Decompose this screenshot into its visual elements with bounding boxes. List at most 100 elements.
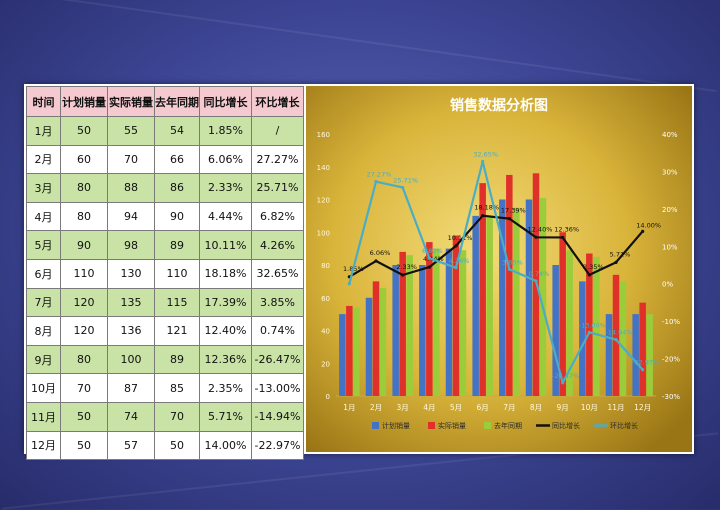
legend-swatch xyxy=(428,422,435,429)
table-cell: 130 xyxy=(107,258,155,289)
right-axis-tick-label: -20% xyxy=(662,356,680,364)
table-cell: 90 xyxy=(154,201,200,232)
legend-label: 去年同期 xyxy=(494,421,522,430)
table-cell: 3月 xyxy=(26,173,61,203)
table-cell: 70 xyxy=(107,144,155,175)
left-axis-tick-label: 100 xyxy=(317,229,330,237)
yoy-data-label: 10.11% xyxy=(448,234,473,242)
table-cell: 50 xyxy=(60,430,108,461)
table-row: 4月 80 94 90 4.44% 6.82% xyxy=(26,201,304,232)
table-header-row: 时间 计划销量 实际销量 去年同期 同比增长 环比增长 xyxy=(26,86,304,117)
table-cell: 50 xyxy=(154,430,200,461)
table-cell: 57 xyxy=(107,430,155,461)
mom-data-label: 6.82% xyxy=(422,247,443,255)
table-cell: 89 xyxy=(154,230,200,260)
x-axis-tick-label: 11月 xyxy=(607,403,624,412)
table-cell: 2月 xyxy=(26,144,61,175)
table-cell: 80 xyxy=(60,201,108,232)
table-cell: 120 xyxy=(60,316,108,346)
mom-data-label: 0.74% xyxy=(529,270,550,278)
yoy-growth-point xyxy=(507,217,511,221)
table-cell: 17.39% xyxy=(199,287,252,318)
yoy-growth-point xyxy=(561,235,565,240)
table-cell: 55 xyxy=(107,116,155,146)
legend-label: 环比增长 xyxy=(610,421,638,430)
table-cell: 136 xyxy=(107,316,155,346)
right-axis-tick-label: -30% xyxy=(662,393,680,401)
table-cell: 70 xyxy=(154,401,200,432)
x-axis-tick-label: 2月 xyxy=(370,403,382,412)
yoy-growth-point xyxy=(374,259,378,263)
bar-2 xyxy=(426,242,433,396)
bar-2 xyxy=(506,174,513,396)
x-axis-tick-label: 8月 xyxy=(530,403,542,412)
table-cell: -26.47% xyxy=(251,344,304,375)
mom-data-label: 27.27% xyxy=(367,171,392,179)
bar-3 xyxy=(566,250,573,396)
table-cell: 12月 xyxy=(26,430,61,461)
table-row: 3月 80 88 86 2.33% 25.71% xyxy=(26,173,304,203)
yoy-data-label: 18.18% xyxy=(474,204,499,212)
mom-growth-point xyxy=(561,381,565,385)
sales-chart: 销售数据分析图 0 20 40 60 80 100 120 140 160 -30% -20% -10%… xyxy=(306,86,692,452)
mom-growth-point xyxy=(454,266,458,270)
bar-3 xyxy=(513,207,520,396)
table-cell: 2.33% xyxy=(199,173,252,203)
x-axis-tick-label: 7月 xyxy=(503,403,515,412)
bar-2 xyxy=(372,281,380,396)
table-header-cell: 去年同期 xyxy=(154,86,200,117)
table-cell: 100 xyxy=(107,344,155,375)
table-cell: 90 xyxy=(60,230,108,260)
left-axis-tick-label: 60 xyxy=(321,295,330,303)
bar-2 xyxy=(639,302,646,396)
bar-1 xyxy=(579,281,586,396)
bar-3 xyxy=(619,281,627,396)
bar-1 xyxy=(605,314,613,396)
table-cell: 32.65% xyxy=(251,258,304,289)
table-header-cell: 实际销量 xyxy=(107,86,155,117)
table-cell: 54 xyxy=(154,116,200,146)
table-cell: 120 xyxy=(60,287,108,318)
bar-1 xyxy=(632,314,639,396)
table-cell: 12.36% xyxy=(199,344,252,375)
left-axis-tick-label: 40 xyxy=(321,328,330,336)
mom-growth-point xyxy=(427,256,431,260)
table-cell: 6.06% xyxy=(199,144,252,175)
yoy-data-label: 2.35% xyxy=(583,263,604,271)
bar-2 xyxy=(452,235,460,396)
bar-2 xyxy=(346,305,353,396)
left-axis-tick-label: 120 xyxy=(317,197,330,205)
yoy-growth-point xyxy=(614,260,618,264)
x-axis-tick-label: 6月 xyxy=(477,403,489,412)
bar-3 xyxy=(486,215,493,396)
table-cell: 121 xyxy=(154,316,200,346)
table-cell: 4月 xyxy=(26,201,61,232)
mom-growth-point xyxy=(641,368,645,372)
table-row: 11月 50 74 70 5.71% -14.94% xyxy=(26,401,304,432)
table-header-cell: 同比增长 xyxy=(199,86,252,117)
table-row: 8月 120 136 121 12.40% 0.74% xyxy=(26,316,304,346)
table-cell: 9月 xyxy=(26,344,61,375)
bar-1 xyxy=(525,199,533,396)
bar-3 xyxy=(459,250,467,396)
bar-3 xyxy=(646,314,653,396)
table-cell: 110 xyxy=(60,258,108,289)
yoy-data-label: 6.06% xyxy=(370,249,391,257)
left-axis-tick-label: 140 xyxy=(317,164,330,172)
table-cell: 87 xyxy=(107,373,155,403)
x-axis-tick-label: 1月 xyxy=(343,403,355,412)
table-cell: 12.40% xyxy=(199,316,252,346)
table-cell: 2.35% xyxy=(199,373,252,403)
bar-3 xyxy=(406,255,413,396)
right-axis-tick-label: 0% xyxy=(662,281,673,289)
bar-1 xyxy=(365,297,373,396)
bar-3 xyxy=(539,197,547,396)
x-axis-tick-label: 12月 xyxy=(634,403,651,412)
table-row: 10月 70 87 85 2.35% -13.00% xyxy=(26,373,304,403)
x-axis-tick-label: 9月 xyxy=(557,403,569,412)
table-cell: 11月 xyxy=(26,401,61,432)
table-cell: -13.00% xyxy=(251,373,304,403)
table-cell: 27.27% xyxy=(251,144,304,175)
left-axis-tick-label: 160 xyxy=(317,131,330,139)
bar-1 xyxy=(552,265,559,396)
